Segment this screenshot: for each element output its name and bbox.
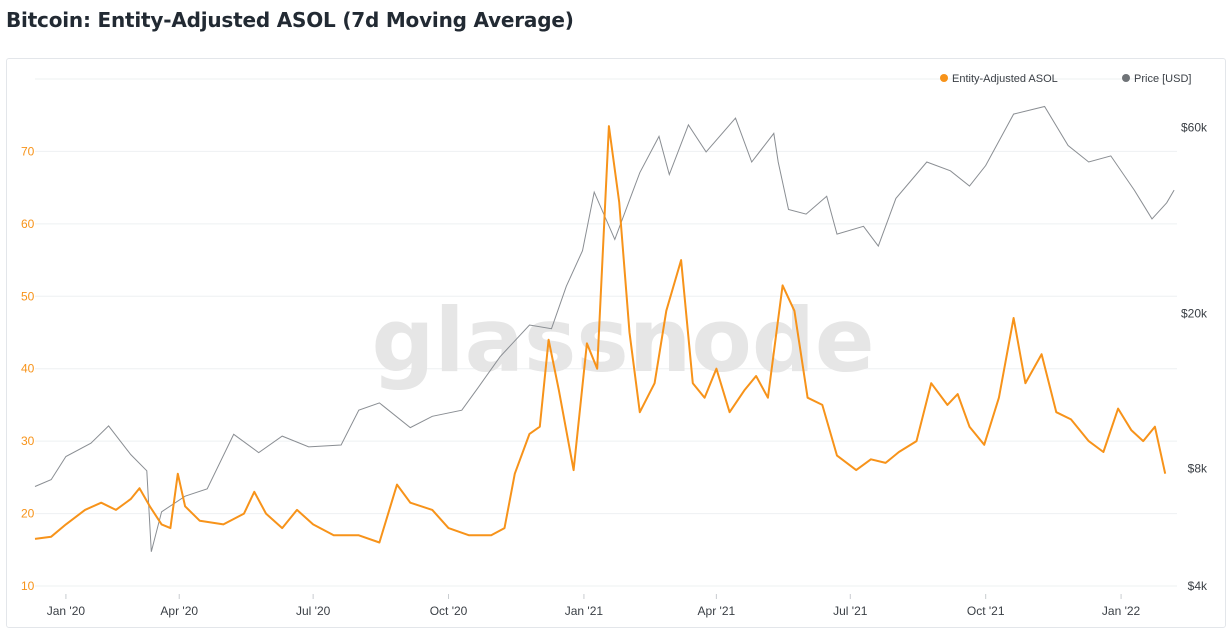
y-left-tick-label: 60 bbox=[21, 217, 35, 231]
y-left-tick-label: 70 bbox=[21, 144, 35, 158]
grid-lines bbox=[35, 78, 1177, 587]
y-left-tick-label: 50 bbox=[21, 289, 35, 303]
y-axis-right: $4k $8k $20k $60k bbox=[1181, 121, 1208, 593]
chart-panel: glassnode 10 20 30 40 50 60 70 $4k $8k $20k $60k … bbox=[6, 58, 1226, 628]
y-left-tick-label: 30 bbox=[21, 434, 35, 448]
y-right-tick-label: $4k bbox=[1188, 579, 1208, 593]
watermark: glassnode bbox=[371, 289, 874, 392]
legend[interactable]: Entity-Adjusted ASOL Price [USD] bbox=[940, 73, 1191, 85]
y-left-tick-label: 10 bbox=[21, 579, 35, 593]
x-tick-label: Jan '20 bbox=[47, 604, 86, 618]
legend-marker bbox=[940, 74, 948, 82]
x-axis: Jan '20 Apr '20 Jul '20 Oct '20 Jan '21 Apr '… bbox=[47, 594, 1141, 618]
y-axis-left: 10 20 30 40 50 60 70 bbox=[21, 144, 35, 593]
y-right-tick-label: $8k bbox=[1188, 462, 1208, 476]
y-left-tick-label: 40 bbox=[21, 362, 35, 376]
y-right-tick-label: $20k bbox=[1181, 307, 1208, 321]
y-right-tick-label: $60k bbox=[1181, 121, 1208, 135]
x-tick-label: Apr '20 bbox=[160, 604, 198, 618]
legend-marker bbox=[1122, 74, 1130, 82]
x-tick-label: Jan '22 bbox=[1102, 604, 1141, 618]
x-tick-label: Jul '20 bbox=[296, 604, 331, 618]
asol-series-line bbox=[34, 125, 1167, 544]
x-tick-label: Oct '20 bbox=[430, 604, 468, 618]
x-tick-label: Oct '21 bbox=[967, 604, 1005, 618]
price-series-line bbox=[34, 105, 1175, 552]
x-tick-label: Jul '21 bbox=[833, 604, 868, 618]
chart-title: Bitcoin: Entity-Adjusted ASOL (7d Moving… bbox=[6, 8, 574, 32]
x-tick-label: Jan '21 bbox=[565, 604, 604, 618]
legend-label: Price [USD] bbox=[1134, 73, 1191, 85]
y-left-tick-label: 20 bbox=[21, 507, 35, 521]
legend-label: Entity-Adjusted ASOL bbox=[952, 73, 1058, 85]
x-tick-label: Apr '21 bbox=[698, 604, 736, 618]
